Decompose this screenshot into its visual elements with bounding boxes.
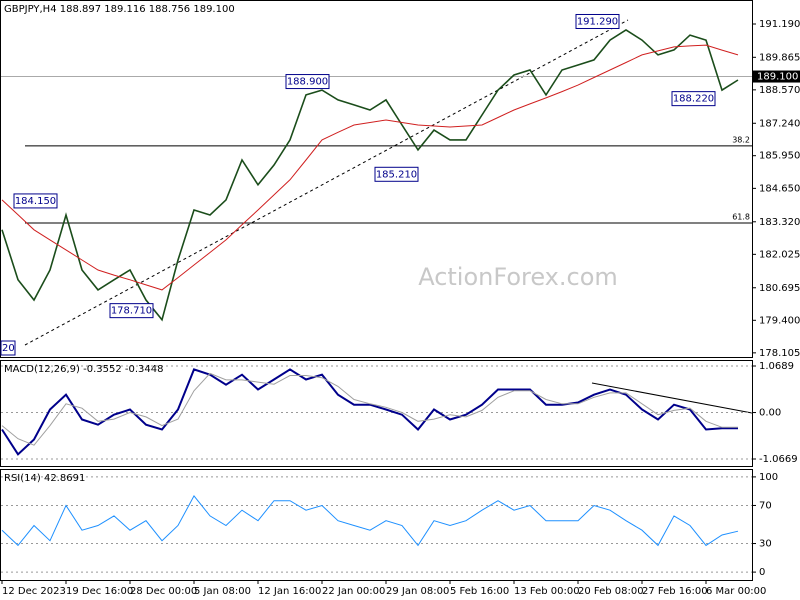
annotation-box [575,13,620,29]
panel-title: MACD(12,26,9) -0.3552 -0.3448 [4,364,164,375]
y-tick-label: 100 [759,472,778,483]
annotation-box [0,340,16,356]
x-tick-label: 12 Jan 16:00 [258,586,321,597]
y-tick-label: 180.695 [759,283,800,294]
macd-trend-line [591,382,753,414]
panel-title: GBPJPY,H4 188.897 189.116 188.756 189.10… [4,4,235,15]
y-tick-label: 1.0689 [759,361,794,372]
y-tick-label: 182.025 [759,249,800,260]
panel-border [0,360,753,467]
series-line [1,44,739,291]
y-tick-label: 188.570 [759,85,800,96]
y-tick-label: 179.400 [759,315,800,326]
annotation-label: 184.150 [15,196,56,207]
panel-border [0,0,753,358]
series-line [1,494,739,547]
annotation-label: 20 [2,343,15,354]
y-tick-label: 30 [759,539,772,550]
annotation-box [285,74,330,90]
x-tick-label: 28 Dec 00:00 [130,586,197,597]
watermark: ActionForex.com [418,263,618,291]
x-tick-label: 5 Jan 08:00 [194,586,251,597]
x-tick-label: 22 Jan 00:00 [322,586,385,597]
x-tick-label: 20 Feb 08:00 [578,586,644,597]
y-tick-label: 191.190 [759,19,800,30]
x-tick-label: 27 Feb 16:00 [642,586,708,597]
y-tick-label: -1.0669 [759,454,798,465]
x-tick-label: 5 Feb 16:00 [450,586,509,597]
annotation-label: 191.290 [577,16,618,27]
x-tick-label: 6 Mar 00:00 [706,586,766,597]
annotation-box [13,193,58,209]
annotation-box [109,303,154,319]
panel-title: RSI(14) 42.8691 [4,473,85,484]
annotation-label: 188.220 [673,94,714,105]
current-price-box [753,70,800,83]
y-tick-label: 178.105 [759,348,800,359]
y-tick-label: 184.650 [759,183,800,194]
x-tick-label: 29 Jan 08:00 [386,586,449,597]
annotation-box [374,166,419,182]
x-tick-label: 12 Dec 2023 [2,586,66,597]
y-tick-label: 0.00 [759,408,781,419]
y-tick-label: 187.240 [759,118,800,129]
fib-level-label: 38.2 [732,135,750,144]
x-tick-label: 13 Feb 00:00 [514,586,580,597]
annotation-box [671,91,716,107]
series-line [1,29,739,322]
annotation-label: 178.710 [111,306,152,317]
fib-level-label: 61.8 [732,213,750,222]
trend-line [24,19,629,346]
current-price-label: 189.100 [757,72,798,83]
series-line [1,372,738,446]
y-tick-label: 70 [759,500,772,511]
y-tick-label: 189.865 [759,52,800,63]
y-tick-label: 185.950 [759,151,800,162]
annotation-label: 188.900 [287,77,328,88]
x-tick-label: 19 Dec 16:00 [66,586,133,597]
series-line [1,368,738,456]
y-tick-label: 183.320 [759,217,800,228]
panel-border [0,469,753,581]
y-tick-label: 0 [759,567,765,578]
annotation-label: 185.210 [376,169,417,180]
